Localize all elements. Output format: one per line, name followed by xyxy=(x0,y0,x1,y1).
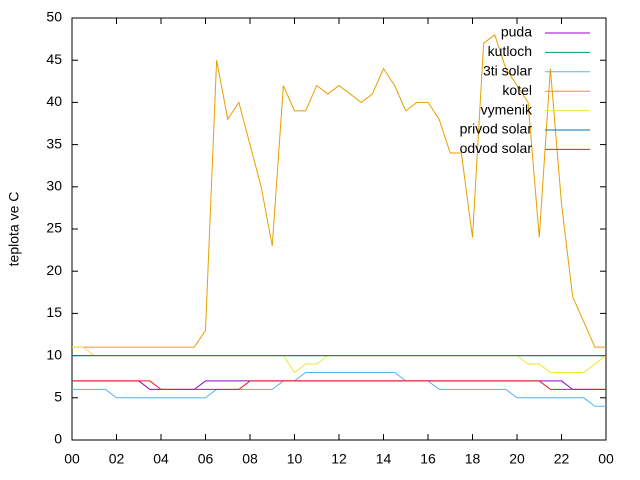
y-tick-label: 10 xyxy=(46,346,62,362)
y-tick-label: 0 xyxy=(54,431,62,447)
x-tick-label: 08 xyxy=(242,451,258,467)
legend-label: puda xyxy=(501,24,532,40)
y-tick-label: 15 xyxy=(46,304,62,320)
y-tick-label: 50 xyxy=(46,9,62,25)
y-tick-label: 40 xyxy=(46,93,62,109)
y-tick-label: 5 xyxy=(54,389,62,405)
x-tick-label: 18 xyxy=(465,451,481,467)
series-line xyxy=(72,34,606,348)
x-tick-label: 02 xyxy=(109,451,125,467)
y-tick-label: 20 xyxy=(46,262,62,278)
legend-label: odvod solar xyxy=(460,140,533,156)
x-tick-label: 22 xyxy=(554,451,570,467)
series-line xyxy=(72,380,606,390)
x-tick-label: 10 xyxy=(287,451,303,467)
x-tick-label: 04 xyxy=(153,451,169,467)
y-tick-label: 25 xyxy=(46,220,62,236)
series-line xyxy=(72,371,606,407)
series-line xyxy=(72,346,607,374)
x-tick-label: 14 xyxy=(376,451,392,467)
x-tick-label: 16 xyxy=(420,451,436,467)
legend-label: kotel xyxy=(502,82,532,98)
y-tick-label: 45 xyxy=(46,51,62,67)
x-tick-label: 12 xyxy=(331,451,347,467)
x-tick-label: 00 xyxy=(64,451,80,467)
legend-label: privod solar xyxy=(460,121,533,137)
x-tick-label: 06 xyxy=(198,451,214,467)
legend-label: 3ti solar xyxy=(483,63,532,79)
y-tick-label: 35 xyxy=(46,135,62,151)
x-tick-label: 20 xyxy=(509,451,525,467)
y-tick-label: 30 xyxy=(46,178,62,194)
legend-label: vymenik xyxy=(481,101,533,117)
x-tick-label: 00 xyxy=(598,451,614,467)
y-axis-label: teplota ve C xyxy=(6,192,22,267)
legend-label: kutloch xyxy=(488,43,532,59)
